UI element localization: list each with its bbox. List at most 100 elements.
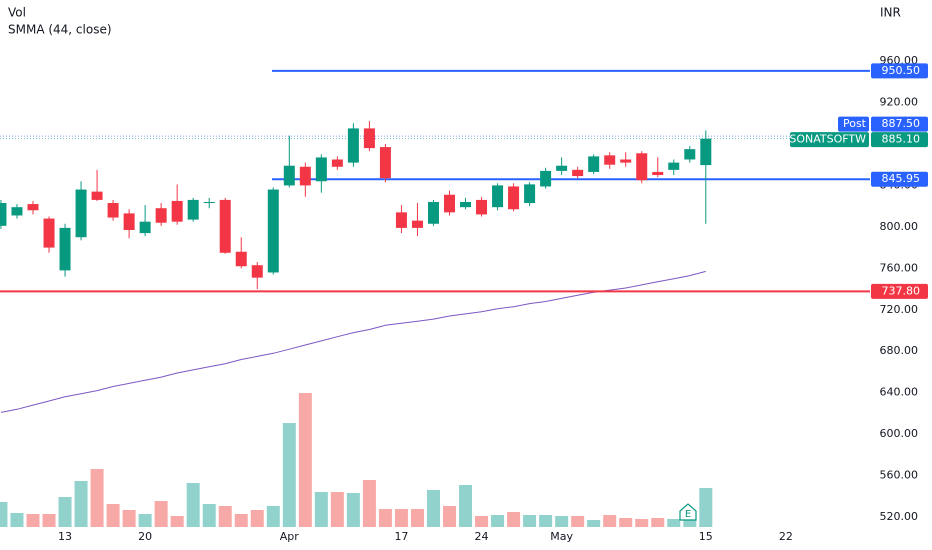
volume-bar bbox=[410, 509, 424, 527]
y-tick-label: 600.00 bbox=[880, 427, 919, 440]
volume-bar bbox=[699, 488, 713, 527]
candle-body bbox=[411, 220, 423, 228]
x-tick-label: Apr bbox=[280, 530, 300, 543]
volume-bar bbox=[186, 483, 200, 527]
volume-bar bbox=[475, 516, 489, 527]
volume-bar bbox=[154, 501, 168, 527]
candle-body bbox=[43, 218, 55, 248]
volume-bar bbox=[90, 469, 104, 527]
volume-bar bbox=[74, 481, 88, 527]
candle-body bbox=[59, 227, 71, 271]
volume-bar bbox=[378, 509, 392, 527]
candle-body bbox=[203, 201, 215, 204]
candle-body bbox=[460, 201, 472, 208]
volume-bar bbox=[635, 519, 649, 527]
candle-body bbox=[283, 165, 295, 186]
volume-bar bbox=[539, 515, 553, 527]
candle-body bbox=[508, 186, 520, 210]
volume-bar bbox=[218, 506, 232, 527]
volume-bar bbox=[603, 515, 617, 527]
candle-body bbox=[91, 191, 103, 200]
name-label: Post bbox=[843, 117, 867, 130]
candle-body bbox=[171, 200, 183, 222]
candle-body bbox=[524, 184, 536, 204]
candle-body bbox=[347, 128, 359, 163]
volume-bar bbox=[571, 516, 585, 527]
volume-bar bbox=[122, 510, 136, 527]
volume-bar bbox=[202, 504, 216, 527]
x-tick-label: 15 bbox=[699, 530, 713, 543]
candle-body bbox=[219, 199, 231, 253]
earnings-icon bbox=[679, 503, 697, 521]
volume-bar bbox=[0, 502, 8, 527]
volume-bar bbox=[282, 423, 296, 527]
y-tick-label: 800.00 bbox=[880, 220, 919, 233]
candle-body bbox=[636, 153, 648, 181]
currency: INR bbox=[880, 6, 901, 20]
price-label: 887.50 bbox=[882, 117, 921, 130]
name-label-box bbox=[838, 116, 869, 132]
y-tick-label: 520.00 bbox=[880, 510, 919, 523]
candle-body bbox=[572, 169, 584, 177]
price-label: 845.95 bbox=[882, 172, 921, 185]
y-tick-label: 920.00 bbox=[880, 95, 919, 108]
candle-body bbox=[684, 149, 696, 160]
candle-body bbox=[299, 166, 311, 186]
candle-body bbox=[251, 265, 263, 278]
candle-body bbox=[652, 171, 664, 176]
x-tick-label: 17 bbox=[394, 530, 408, 543]
y-tick-label: 640.00 bbox=[880, 386, 919, 399]
volume-bar bbox=[667, 519, 681, 527]
candle-body bbox=[155, 208, 167, 223]
volume-bar bbox=[266, 506, 280, 527]
volume-bar bbox=[507, 512, 521, 527]
volume-bar bbox=[491, 515, 505, 527]
volume-legend: Vol bbox=[8, 6, 26, 20]
volume-bar bbox=[555, 516, 569, 527]
price-label-box bbox=[871, 116, 928, 132]
earnings-label: E bbox=[685, 509, 691, 520]
price-label: 885.10 bbox=[882, 133, 921, 146]
candle-body bbox=[123, 213, 135, 230]
candle-body bbox=[620, 159, 632, 163]
volume-bar bbox=[587, 520, 601, 527]
candle-body bbox=[492, 185, 504, 208]
x-tick-label: 22 bbox=[779, 530, 793, 543]
volume-bar bbox=[619, 518, 633, 527]
candle-body bbox=[107, 203, 119, 218]
candle-body bbox=[187, 199, 199, 220]
price-label-box bbox=[871, 63, 928, 79]
y-tick-label: 760.00 bbox=[880, 261, 919, 274]
volume-bar bbox=[330, 492, 344, 527]
y-tick-label: 720.00 bbox=[880, 303, 919, 316]
price-label: 737.80 bbox=[882, 284, 921, 297]
volume-bar bbox=[459, 485, 473, 527]
volume-bar bbox=[426, 490, 440, 527]
candle-body bbox=[476, 199, 488, 215]
candle-body bbox=[395, 212, 407, 228]
volume-bar bbox=[651, 518, 665, 527]
candle-body bbox=[139, 221, 151, 234]
candle-body bbox=[556, 165, 568, 171]
candle-body bbox=[700, 138, 712, 166]
candle-body bbox=[235, 251, 247, 267]
volume-bar bbox=[442, 506, 456, 527]
name-label: SONATSOFTW bbox=[789, 133, 866, 146]
x-tick-label: 24 bbox=[475, 530, 489, 543]
volume-bar bbox=[106, 504, 120, 527]
volume-bar bbox=[362, 480, 376, 527]
candle-body bbox=[427, 201, 439, 224]
candle-body bbox=[0, 203, 7, 226]
candle-body bbox=[379, 147, 391, 179]
y-tick-label: 560.00 bbox=[880, 469, 919, 482]
candle-body bbox=[443, 194, 455, 213]
volume-bar bbox=[138, 514, 152, 527]
candle-body bbox=[668, 162, 680, 170]
volume-bar bbox=[523, 515, 537, 527]
y-tick-label: 680.00 bbox=[880, 344, 919, 357]
candle-body bbox=[315, 157, 327, 182]
candle-body bbox=[267, 189, 279, 273]
volume-bar bbox=[394, 509, 408, 527]
